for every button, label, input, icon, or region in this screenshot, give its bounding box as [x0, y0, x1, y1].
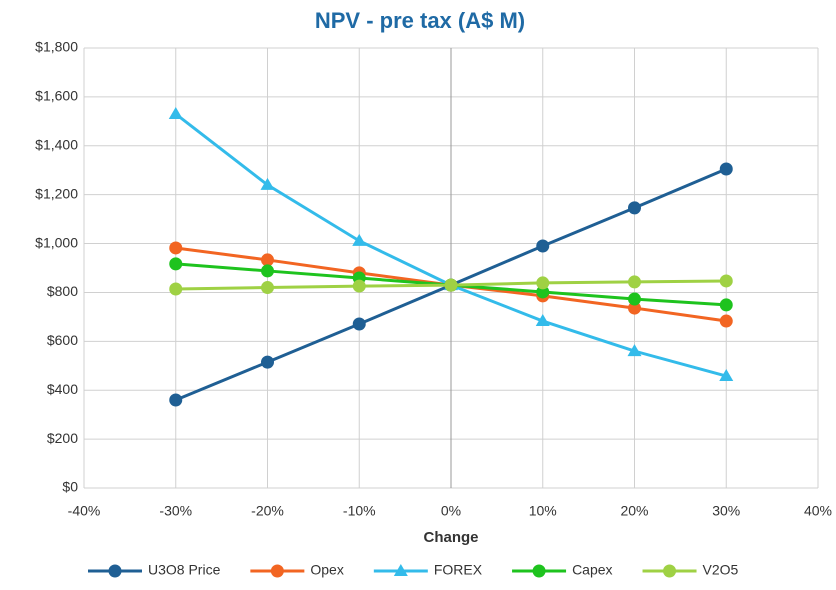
marker: [628, 292, 641, 306]
marker: [261, 264, 274, 278]
marker: [352, 279, 366, 293]
marker: [663, 564, 677, 578]
x-tick-label: -20%: [251, 503, 284, 519]
marker: [168, 107, 183, 119]
y-tick-label: $400: [47, 381, 78, 397]
marker: [628, 301, 641, 315]
marker: [719, 369, 734, 382]
x-tick-label: 40%: [804, 503, 832, 519]
marker: [628, 275, 641, 289]
marker: [270, 564, 284, 578]
legend-label: Opex: [310, 562, 343, 578]
marker: [628, 201, 641, 215]
marker: [719, 274, 733, 288]
y-tick-label: $1,600: [35, 88, 78, 104]
marker: [261, 253, 274, 267]
marker: [444, 278, 458, 292]
marker: [719, 314, 733, 328]
marker: [169, 241, 183, 255]
y-tick-label: $1,000: [35, 234, 78, 250]
marker: [719, 298, 733, 312]
marker: [535, 314, 550, 327]
x-tick-label: 30%: [712, 503, 740, 519]
marker: [536, 239, 550, 253]
y-tick-label: $200: [47, 430, 78, 446]
marker: [536, 276, 550, 290]
y-tick-label: $600: [47, 332, 78, 348]
y-tick-label: $0: [62, 479, 78, 495]
y-tick-label: $800: [47, 283, 78, 299]
marker: [169, 257, 183, 271]
chart-title: NPV - pre tax (A$ M): [315, 8, 525, 33]
marker: [261, 281, 274, 295]
legend-label: U3O8 Price: [148, 562, 221, 578]
y-tick-label: $1,400: [35, 136, 78, 152]
x-axis-label: Change: [423, 529, 478, 546]
legend-label: FOREX: [434, 562, 483, 578]
x-tick-label: 10%: [529, 503, 557, 519]
marker: [719, 162, 733, 176]
y-tick-label: $1,800: [35, 39, 78, 55]
x-tick-label: -30%: [159, 503, 192, 519]
legend-label: V2O5: [703, 562, 739, 578]
marker: [108, 564, 122, 578]
x-tick-label: 0%: [441, 503, 461, 519]
marker: [169, 393, 183, 407]
marker: [532, 564, 546, 578]
x-tick-label: 20%: [620, 503, 648, 519]
marker: [352, 233, 367, 246]
x-tick-label: -10%: [343, 503, 376, 519]
marker: [260, 177, 275, 190]
marker: [169, 282, 183, 296]
legend-label: Capex: [572, 562, 612, 578]
y-tick-label: $1,200: [35, 185, 78, 201]
marker: [393, 564, 408, 576]
marker: [261, 355, 274, 369]
marker: [352, 317, 366, 331]
x-tick-label: -40%: [68, 503, 101, 519]
marker: [627, 344, 642, 357]
marker: [536, 285, 550, 299]
